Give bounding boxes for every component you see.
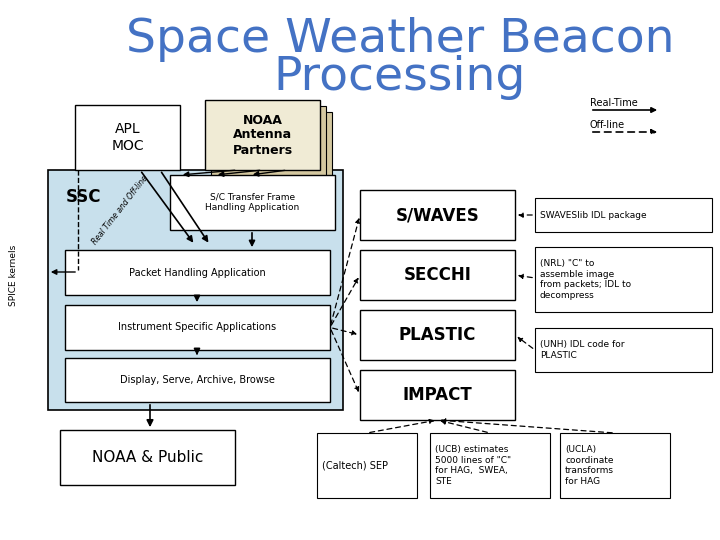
Text: SWAVESlib IDL package: SWAVESlib IDL package: [540, 211, 647, 219]
Bar: [535, 247, 712, 312]
Bar: [211, 106, 326, 176]
Bar: [430, 433, 550, 498]
Text: Real Time and Off-line: Real Time and Off-line: [90, 174, 150, 246]
Text: (UCB) estimates
5000 lines of "C"
for HAG,  SWEA,
STE: (UCB) estimates 5000 lines of "C" for HA…: [435, 446, 511, 485]
Bar: [65, 305, 330, 350]
Text: APL
MOC: APL MOC: [111, 123, 144, 153]
Bar: [170, 175, 335, 230]
Text: (UNH) IDL code for
PLASTIC: (UNH) IDL code for PLASTIC: [540, 340, 624, 360]
Text: SSC: SSC: [66, 188, 102, 206]
Text: Off-line: Off-line: [590, 120, 625, 130]
Text: (Caltech) SEP: (Caltech) SEP: [322, 461, 388, 470]
Text: Space Weather Beacon: Space Weather Beacon: [126, 17, 674, 63]
Text: (NRL) "C" to
assemble image
from packets; IDL to
decompress: (NRL) "C" to assemble image from packets…: [540, 259, 631, 300]
Bar: [560, 433, 670, 498]
Bar: [535, 328, 712, 372]
Bar: [65, 250, 330, 295]
Text: Instrument Specific Applications: Instrument Specific Applications: [118, 322, 276, 333]
Bar: [205, 100, 320, 170]
Text: NOAA
Antenna
Partners: NOAA Antenna Partners: [233, 113, 292, 157]
Bar: [360, 310, 515, 360]
Text: Processing: Processing: [274, 56, 526, 100]
Text: SECCHI: SECCHI: [404, 266, 472, 284]
Text: Packet Handling Application: Packet Handling Application: [129, 267, 266, 278]
Bar: [48, 170, 343, 410]
Bar: [60, 430, 235, 485]
Text: IMPACT: IMPACT: [402, 386, 472, 404]
Bar: [317, 433, 417, 498]
Bar: [360, 190, 515, 240]
Text: (UCLA)
coordinate
transforms
for HAG: (UCLA) coordinate transforms for HAG: [565, 446, 614, 485]
Text: S/C Transfer Frame
Handling Application: S/C Transfer Frame Handling Application: [205, 193, 300, 212]
Text: PLASTIC: PLASTIC: [399, 326, 476, 344]
Bar: [75, 105, 180, 170]
Text: S/WAVES: S/WAVES: [395, 206, 480, 224]
Bar: [217, 112, 332, 182]
Text: Display, Serve, Archive, Browse: Display, Serve, Archive, Browse: [120, 375, 275, 385]
Bar: [535, 198, 712, 232]
Bar: [360, 250, 515, 300]
Bar: [65, 358, 330, 402]
Text: SPICE kernels: SPICE kernels: [9, 245, 19, 306]
Text: NOAA & Public: NOAA & Public: [92, 450, 203, 465]
Text: Real-Time: Real-Time: [590, 98, 638, 108]
Bar: [360, 370, 515, 420]
